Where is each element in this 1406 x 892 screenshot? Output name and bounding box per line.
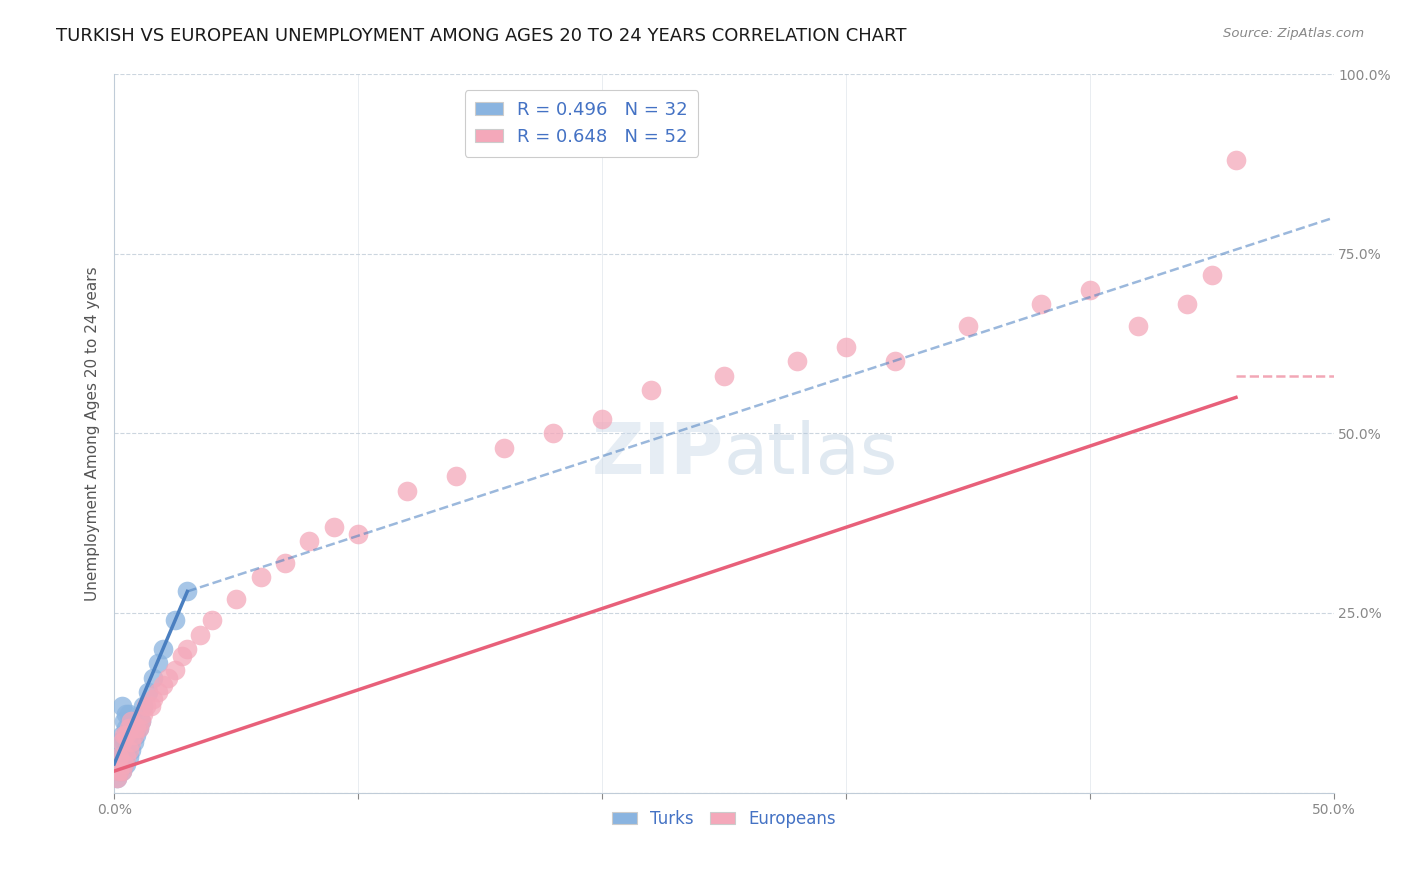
Text: Source: ZipAtlas.com: Source: ZipAtlas.com bbox=[1223, 27, 1364, 40]
Point bbox=[152, 641, 174, 656]
Point bbox=[115, 721, 138, 735]
Text: TURKISH VS EUROPEAN UNEMPLOYMENT AMONG AGES 20 TO 24 YEARS CORRELATION CHART: TURKISH VS EUROPEAN UNEMPLOYMENT AMONG A… bbox=[56, 27, 907, 45]
Text: atlas: atlas bbox=[724, 420, 898, 490]
Point bbox=[129, 714, 152, 728]
Point bbox=[110, 699, 132, 714]
Point bbox=[120, 735, 142, 749]
Point bbox=[640, 383, 662, 397]
Point bbox=[347, 527, 370, 541]
Point bbox=[112, 756, 135, 771]
Point bbox=[110, 728, 132, 742]
Point bbox=[298, 534, 321, 549]
Point bbox=[172, 649, 194, 664]
Point bbox=[108, 735, 131, 749]
Point bbox=[118, 706, 141, 721]
Point bbox=[152, 678, 174, 692]
Point bbox=[118, 728, 141, 742]
Point bbox=[120, 721, 142, 735]
Point bbox=[125, 721, 148, 735]
Point bbox=[122, 728, 145, 742]
Point bbox=[883, 354, 905, 368]
Point bbox=[115, 756, 138, 771]
Point bbox=[108, 749, 131, 764]
Point bbox=[225, 591, 247, 606]
Point bbox=[105, 772, 128, 786]
Point bbox=[122, 714, 145, 728]
Point bbox=[112, 714, 135, 728]
Point bbox=[128, 721, 150, 735]
Point bbox=[1078, 283, 1101, 297]
Point bbox=[128, 721, 150, 735]
Point bbox=[136, 685, 159, 699]
Point bbox=[118, 742, 141, 756]
Point bbox=[176, 584, 198, 599]
Point bbox=[115, 749, 138, 764]
Point bbox=[139, 699, 162, 714]
Point bbox=[1029, 297, 1052, 311]
Point bbox=[115, 728, 138, 742]
Point bbox=[118, 721, 141, 735]
Point bbox=[274, 556, 297, 570]
Point bbox=[132, 706, 155, 721]
Point bbox=[108, 764, 131, 778]
Point bbox=[1201, 268, 1223, 283]
Point bbox=[541, 426, 564, 441]
Point bbox=[1225, 153, 1247, 168]
Point bbox=[112, 735, 135, 749]
Point bbox=[146, 657, 169, 671]
Point bbox=[188, 627, 211, 641]
Point bbox=[165, 613, 187, 627]
Point bbox=[108, 764, 131, 778]
Point bbox=[1128, 318, 1150, 333]
Point bbox=[835, 340, 858, 354]
Y-axis label: Unemployment Among Ages 20 to 24 years: Unemployment Among Ages 20 to 24 years bbox=[86, 266, 100, 600]
Point bbox=[108, 749, 131, 764]
Point bbox=[494, 441, 516, 455]
Text: ZIP: ZIP bbox=[592, 420, 724, 490]
Point bbox=[165, 664, 187, 678]
Point bbox=[110, 764, 132, 778]
Point bbox=[110, 749, 132, 764]
Point bbox=[176, 641, 198, 656]
Point bbox=[110, 764, 132, 778]
Point bbox=[122, 735, 145, 749]
Point bbox=[105, 772, 128, 786]
Legend: Turks, Europeans: Turks, Europeans bbox=[605, 804, 842, 835]
Point bbox=[115, 706, 138, 721]
Point bbox=[112, 728, 135, 742]
Point bbox=[132, 699, 155, 714]
Point bbox=[142, 671, 165, 685]
Point bbox=[142, 692, 165, 706]
Point bbox=[120, 714, 142, 728]
Point bbox=[115, 742, 138, 756]
Point bbox=[395, 483, 418, 498]
Point bbox=[591, 412, 613, 426]
Point bbox=[956, 318, 979, 333]
Point bbox=[156, 671, 179, 685]
Point bbox=[249, 570, 271, 584]
Point bbox=[110, 735, 132, 749]
Point bbox=[322, 520, 344, 534]
Point bbox=[444, 469, 467, 483]
Point bbox=[129, 714, 152, 728]
Point bbox=[135, 699, 157, 714]
Point bbox=[786, 354, 808, 368]
Point bbox=[1175, 297, 1198, 311]
Point bbox=[125, 728, 148, 742]
Point bbox=[120, 742, 142, 756]
Point bbox=[201, 613, 224, 627]
Point bbox=[713, 368, 735, 383]
Point bbox=[112, 756, 135, 771]
Point bbox=[118, 749, 141, 764]
Point bbox=[146, 685, 169, 699]
